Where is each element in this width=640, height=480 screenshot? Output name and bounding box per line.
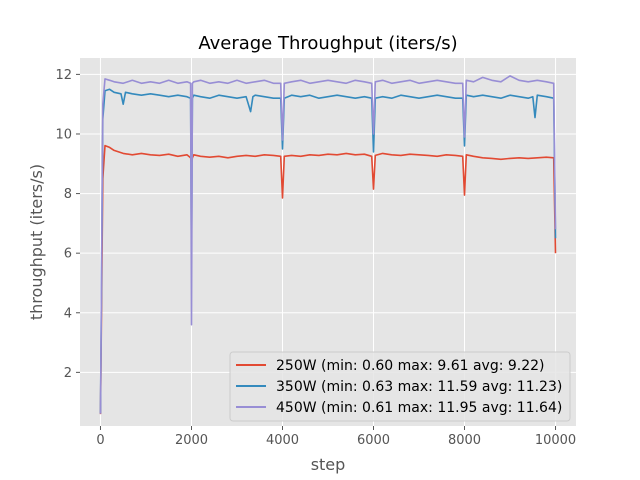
- x-tick-label: 6000: [357, 433, 390, 448]
- y-tick-label: 8: [64, 187, 72, 202]
- y-tick-label: 6: [64, 247, 72, 262]
- legend-label-350w: 350W (min: 0.63 max: 11.59 avg: 11.23): [276, 379, 562, 395]
- series-line-450w: [99, 75, 557, 414]
- legend: 250W (min: 0.60 max: 9.61 avg: 9.22) 350…: [229, 351, 571, 422]
- legend-box: [229, 351, 571, 422]
- series-line-250w: [99, 144, 557, 415]
- chart-title: Average Throughput (iters/s): [198, 33, 457, 54]
- y-tick-label: 12: [55, 68, 72, 83]
- axis-ticks: 0 2000 4000 6000 8000 10000 2 4 6 8 10 12: [55, 68, 576, 448]
- x-axis-label: step: [311, 455, 346, 474]
- x-tick-label: 2000: [175, 433, 208, 448]
- x-tick-label: 0: [96, 433, 104, 448]
- x-tick-label: 4000: [266, 433, 299, 448]
- y-tick-label: 10: [55, 127, 72, 142]
- legend-label-450w: 450W (min: 0.61 max: 11.95 avg: 11.64): [276, 400, 562, 416]
- y-tick-label: 2: [64, 366, 72, 381]
- legend-label-250w: 250W (min: 0.60 max: 9.61 avg: 9.22): [276, 358, 545, 374]
- x-tick-label: 8000: [448, 433, 481, 448]
- series-lines: [99, 75, 557, 415]
- y-axis-label: throughput (iters/s): [27, 164, 46, 320]
- x-tick-label: 10000: [535, 433, 576, 448]
- y-tick-label: 4: [64, 306, 72, 321]
- series-line-350w: [99, 88, 557, 414]
